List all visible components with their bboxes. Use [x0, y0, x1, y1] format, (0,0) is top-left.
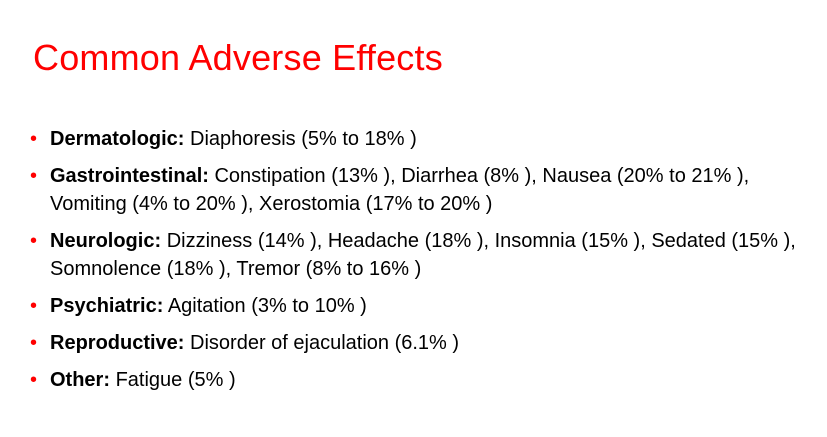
bullet-label: Reproductive:: [50, 332, 185, 354]
bullet-text: Constipation (13% ), Diarrhea (8% ), Nau…: [50, 165, 750, 215]
bullet-label: Neurologic:: [50, 230, 162, 252]
bullet-item-dermatologic: • Dermatologic: Diaphoresis (5% to 18% ): [30, 125, 810, 153]
bullet-icon: •: [30, 295, 38, 317]
bullet-label: Other:: [50, 369, 110, 391]
bullet-label: Psychiatric:: [50, 295, 164, 317]
bullet-list: • Dermatologic: Diaphoresis (5% to 18% )…: [30, 125, 810, 403]
bullet-item-psychiatric: • Psychiatric: Agitation (3% to 10% ): [30, 292, 810, 320]
bullet-item-neurologic: • Neurologic: Dizziness (14% ), Headache…: [30, 227, 810, 283]
bullet-icon: •: [30, 165, 38, 187]
bullet-icon: •: [30, 369, 38, 391]
bullet-label: Dermatologic:: [50, 128, 185, 150]
bullet-text: Dizziness (14% ), Headache (18% ), Insom…: [50, 230, 796, 280]
bullet-icon: •: [30, 332, 38, 354]
bullet-item-other: • Other: Fatigue (5% ): [30, 366, 810, 394]
bullet-text: Fatigue (5% ): [115, 369, 236, 391]
bullet-text: Diaphoresis (5% to 18% ): [190, 128, 417, 150]
bullet-text: Disorder of ejaculation (6.1% ): [190, 332, 460, 354]
bullet-item-reproductive: • Reproductive: Disorder of ejaculation …: [30, 329, 810, 357]
bullet-icon: •: [30, 230, 38, 252]
bullet-item-gastrointestinal: • Gastrointestinal: Constipation (13% ),…: [30, 162, 810, 218]
bullet-text: Agitation (3% to 10% ): [167, 295, 367, 317]
bullet-label: Gastrointestinal:: [50, 165, 209, 187]
bullet-icon: •: [30, 128, 38, 150]
slide-title: Common Adverse Effects: [33, 37, 443, 78]
